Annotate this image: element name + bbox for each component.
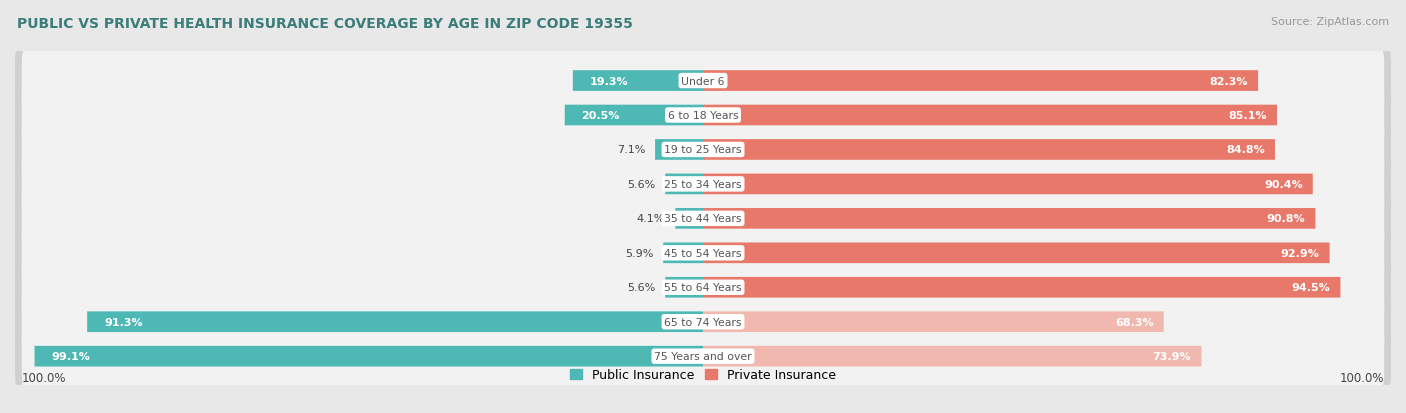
FancyBboxPatch shape [21, 84, 1385, 148]
Text: 5.6%: 5.6% [627, 282, 655, 292]
Text: 68.3%: 68.3% [1115, 317, 1153, 327]
Text: 94.5%: 94.5% [1292, 282, 1330, 292]
FancyBboxPatch shape [703, 209, 1316, 229]
FancyBboxPatch shape [664, 243, 703, 263]
Text: 99.1%: 99.1% [52, 351, 90, 361]
FancyBboxPatch shape [703, 243, 1330, 263]
FancyBboxPatch shape [87, 312, 703, 332]
FancyBboxPatch shape [703, 174, 1313, 195]
Text: 75 Years and over: 75 Years and over [654, 351, 752, 361]
FancyBboxPatch shape [703, 71, 1258, 92]
FancyBboxPatch shape [21, 221, 1385, 285]
Text: 55 to 64 Years: 55 to 64 Years [664, 282, 742, 292]
Text: 5.9%: 5.9% [624, 248, 652, 258]
FancyBboxPatch shape [15, 82, 1391, 150]
FancyBboxPatch shape [15, 254, 1391, 321]
FancyBboxPatch shape [703, 140, 1275, 160]
FancyBboxPatch shape [703, 277, 1340, 298]
Text: 35 to 44 Years: 35 to 44 Years [664, 214, 742, 224]
FancyBboxPatch shape [21, 50, 1385, 113]
FancyBboxPatch shape [15, 323, 1391, 390]
FancyBboxPatch shape [21, 118, 1385, 182]
FancyBboxPatch shape [15, 116, 1391, 184]
Text: 65 to 74 Years: 65 to 74 Years [664, 317, 742, 327]
FancyBboxPatch shape [21, 256, 1385, 320]
Text: 19 to 25 Years: 19 to 25 Years [664, 145, 742, 155]
FancyBboxPatch shape [21, 290, 1385, 354]
Text: 100.0%: 100.0% [1340, 372, 1385, 385]
FancyBboxPatch shape [21, 324, 1385, 388]
Text: 100.0%: 100.0% [21, 372, 66, 385]
FancyBboxPatch shape [703, 346, 1202, 367]
FancyBboxPatch shape [665, 277, 703, 298]
FancyBboxPatch shape [703, 105, 1277, 126]
FancyBboxPatch shape [15, 220, 1391, 287]
Text: Source: ZipAtlas.com: Source: ZipAtlas.com [1271, 17, 1389, 26]
FancyBboxPatch shape [703, 312, 1164, 332]
Text: 19.3%: 19.3% [589, 76, 628, 86]
Legend: Public Insurance, Private Insurance: Public Insurance, Private Insurance [565, 363, 841, 386]
Text: 4.1%: 4.1% [637, 214, 665, 224]
Text: 25 to 34 Years: 25 to 34 Years [664, 180, 742, 190]
FancyBboxPatch shape [15, 47, 1391, 115]
Text: 82.3%: 82.3% [1209, 76, 1249, 86]
Text: 20.5%: 20.5% [582, 111, 620, 121]
FancyBboxPatch shape [21, 152, 1385, 216]
Text: 85.1%: 85.1% [1229, 111, 1267, 121]
Text: Under 6: Under 6 [682, 76, 724, 86]
FancyBboxPatch shape [21, 187, 1385, 251]
Text: PUBLIC VS PRIVATE HEALTH INSURANCE COVERAGE BY AGE IN ZIP CODE 19355: PUBLIC VS PRIVATE HEALTH INSURANCE COVER… [17, 17, 633, 31]
Text: 90.4%: 90.4% [1264, 180, 1302, 190]
Text: 6 to 18 Years: 6 to 18 Years [668, 111, 738, 121]
FancyBboxPatch shape [15, 288, 1391, 356]
FancyBboxPatch shape [655, 140, 703, 160]
Text: 92.9%: 92.9% [1281, 248, 1319, 258]
Text: 91.3%: 91.3% [104, 317, 142, 327]
FancyBboxPatch shape [572, 71, 703, 92]
FancyBboxPatch shape [15, 151, 1391, 218]
Text: 84.8%: 84.8% [1226, 145, 1265, 155]
Text: 45 to 54 Years: 45 to 54 Years [664, 248, 742, 258]
FancyBboxPatch shape [675, 209, 703, 229]
Text: 73.9%: 73.9% [1153, 351, 1191, 361]
FancyBboxPatch shape [665, 174, 703, 195]
FancyBboxPatch shape [35, 346, 703, 367]
Text: 5.6%: 5.6% [627, 180, 655, 190]
Text: 7.1%: 7.1% [617, 145, 645, 155]
FancyBboxPatch shape [565, 105, 703, 126]
FancyBboxPatch shape [15, 185, 1391, 252]
Text: 90.8%: 90.8% [1267, 214, 1305, 224]
